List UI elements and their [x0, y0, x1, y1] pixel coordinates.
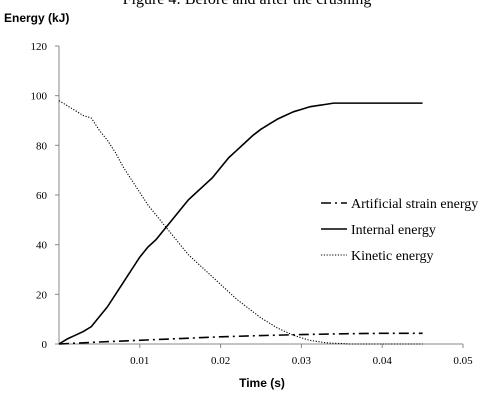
y-tick-label: 20 [36, 289, 48, 301]
y-axis-label: Energy (kJ) [4, 11, 69, 25]
chart-title: Figure 4: Before and after the crushing [123, 0, 372, 8]
y-tick-label: 40 [36, 240, 48, 252]
legend: Artificial strain energy Internal energy K… [313, 187, 493, 271]
y-tick-label: 60 [36, 190, 48, 202]
legend-label: Kinetic energy [351, 249, 434, 264]
y-tick-label: 100 [31, 91, 48, 103]
legend-label: Artificial strain energy [351, 197, 478, 212]
x-tick-label: 0.05 [453, 355, 473, 367]
x-tick-label: 0.03 [292, 355, 312, 367]
x-tick-label: 0.02 [211, 355, 230, 367]
y-tick-label: 0 [42, 339, 48, 351]
series-line-artificial-strain-energy [58, 332, 423, 345]
y-tick-label: 80 [36, 140, 48, 152]
series-line-internal-energy [58, 102, 423, 345]
plot-area: 0 20 40 60 80 100 120 0.01 0.02 0.03 0.04 0.05 [31, 41, 474, 367]
x-tick-label: 0.01 [130, 355, 149, 367]
y-tick-label: 120 [31, 41, 48, 53]
x-axis-label: Time (s) [239, 376, 285, 390]
x-tick-label: 0.04 [373, 355, 393, 367]
legend-label: Internal energy [351, 223, 436, 238]
